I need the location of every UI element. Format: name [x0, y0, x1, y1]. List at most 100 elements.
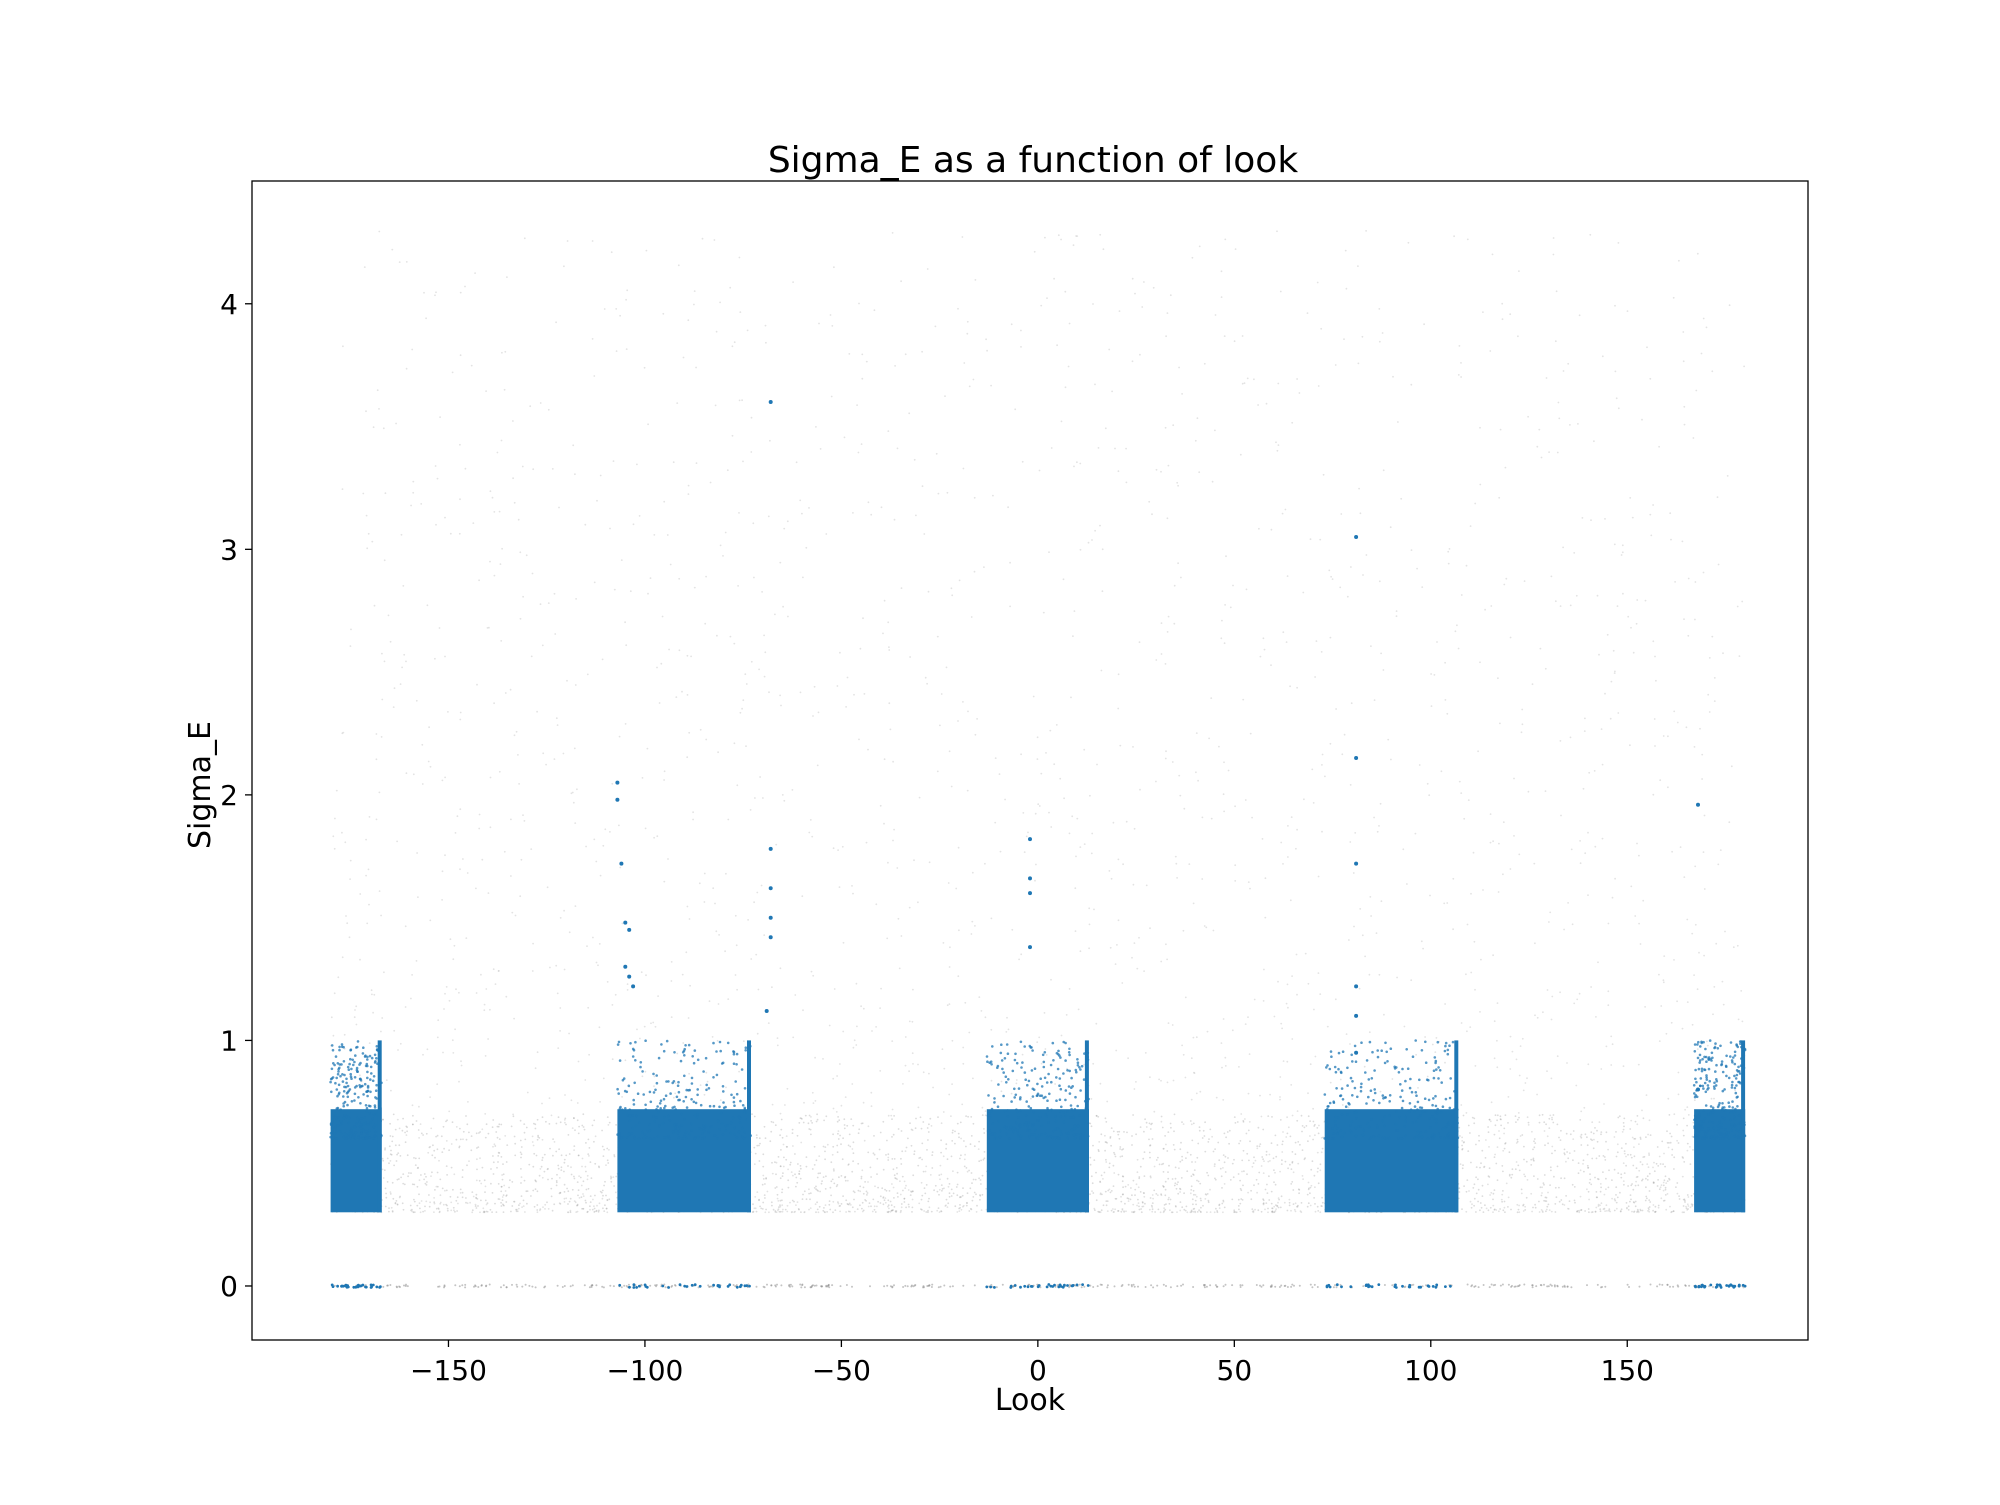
grey-point — [1009, 561, 1011, 564]
grey-point — [745, 745, 747, 747]
grey-point — [502, 1173, 505, 1176]
grey-point — [492, 1161, 495, 1164]
grey-point — [354, 1009, 356, 1011]
grey-point — [1594, 845, 1597, 848]
grey-point — [1151, 513, 1153, 516]
grey-point — [1444, 1003, 1446, 1005]
grey-point — [1173, 1113, 1176, 1116]
grey-point — [1431, 1043, 1434, 1046]
grey-point — [435, 1135, 437, 1138]
grey-point — [1695, 389, 1698, 392]
grey-point — [1266, 1183, 1268, 1186]
grey-point — [1661, 1140, 1664, 1143]
grey-point — [1334, 998, 1337, 1001]
grey-point — [1237, 1173, 1240, 1175]
grey-point — [1616, 1196, 1619, 1199]
grey-point — [509, 1179, 511, 1182]
grey-point — [928, 861, 931, 864]
grey-point — [1229, 1179, 1232, 1181]
grey-point — [1044, 1048, 1047, 1050]
grey-point — [1121, 1209, 1124, 1211]
grey-point — [891, 1108, 894, 1111]
grey-point — [1253, 998, 1256, 1001]
grey-point — [1212, 929, 1215, 932]
grey-point — [783, 1156, 785, 1159]
grey-point — [524, 1138, 527, 1141]
grey-point — [1426, 1075, 1429, 1078]
grey-point — [484, 1055, 487, 1057]
grey-point — [824, 1204, 827, 1206]
grey-point — [846, 676, 849, 679]
grey-point — [1140, 1208, 1142, 1210]
grey-point — [1430, 673, 1432, 675]
grey-point — [1397, 421, 1399, 423]
grey-point — [1276, 1144, 1279, 1146]
grey-point — [867, 1205, 870, 1208]
grey-point — [781, 794, 784, 796]
grey-point — [1670, 538, 1672, 541]
grey-point — [1622, 1180, 1625, 1182]
grey-point — [1295, 847, 1297, 850]
grey-point — [899, 1180, 901, 1183]
grey-point — [1092, 1192, 1095, 1194]
grey-point — [1652, 1166, 1654, 1169]
grey-point — [779, 1199, 782, 1202]
grey-point — [762, 1165, 765, 1168]
grey-point — [958, 1207, 960, 1210]
grey-point — [889, 1210, 892, 1213]
grey-point — [1064, 290, 1067, 293]
grey-point — [476, 1147, 478, 1149]
grey-point — [1654, 1210, 1657, 1213]
grey-point — [401, 1202, 404, 1205]
grey-point — [494, 1202, 496, 1205]
grey-point — [856, 1208, 859, 1210]
grey-point — [804, 1114, 807, 1117]
grey-point — [559, 1191, 562, 1194]
grey-point — [1092, 303, 1094, 305]
grey-point — [814, 1056, 816, 1059]
grey-point — [1604, 1159, 1607, 1161]
grey-point — [1172, 424, 1175, 427]
grey-point — [400, 1176, 402, 1179]
grey-point — [688, 918, 691, 920]
grey-point — [1667, 786, 1669, 789]
grey-point — [1262, 1172, 1265, 1174]
grey-point — [602, 1077, 605, 1080]
grey-point — [1611, 1179, 1613, 1181]
grey-point — [498, 1138, 501, 1140]
grey-point — [854, 1210, 856, 1213]
grey-point — [979, 1198, 981, 1201]
grey-point — [632, 523, 635, 526]
grey-point — [1653, 1161, 1655, 1164]
grey-point — [1354, 832, 1357, 834]
grey-point — [1496, 1002, 1499, 1004]
grey-point — [512, 420, 514, 422]
grey-point — [887, 1205, 889, 1208]
grey-point — [504, 1135, 507, 1137]
grey-point — [860, 1177, 863, 1180]
grey-point — [388, 1145, 391, 1148]
grey-point — [779, 1205, 782, 1208]
grey-point — [1143, 1192, 1145, 1195]
grey-point — [832, 847, 835, 850]
grey-point — [1179, 1148, 1182, 1151]
grey-point — [946, 1004, 949, 1007]
grey-point — [948, 1192, 951, 1195]
grey-point — [441, 870, 444, 873]
grey-point — [573, 1200, 576, 1202]
grey-point — [549, 966, 551, 969]
grey-point — [459, 868, 461, 871]
grey-point — [1117, 1210, 1120, 1212]
grey-point — [1087, 541, 1090, 544]
grey-point — [570, 1166, 572, 1169]
grey-point — [1373, 699, 1376, 701]
grey-point — [1195, 1036, 1198, 1039]
grey-point — [412, 1211, 415, 1214]
grey-point — [1711, 370, 1714, 373]
grey-point — [1487, 1209, 1490, 1212]
grey-point — [1242, 1184, 1244, 1187]
grey-point — [500, 1123, 503, 1126]
grey-point — [1020, 753, 1022, 756]
grey-point — [577, 1154, 580, 1157]
grey-point — [573, 747, 576, 750]
